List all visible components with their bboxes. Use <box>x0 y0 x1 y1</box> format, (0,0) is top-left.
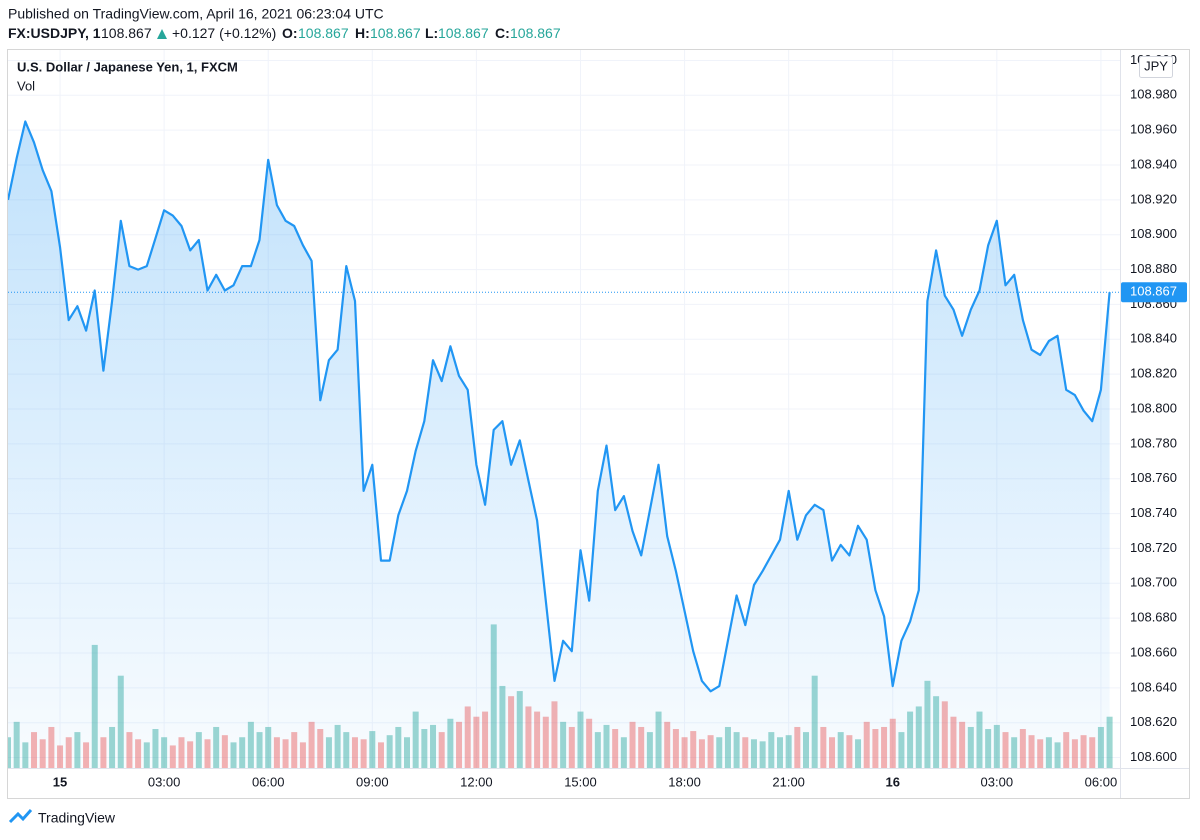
y-tick-label: 108.620 <box>1130 714 1177 729</box>
x-tick-label: 15 <box>53 774 67 789</box>
x-tick-label: 09:00 <box>356 774 389 789</box>
y-tick-label: 108.980 <box>1130 87 1177 102</box>
price: 108.867 <box>101 25 152 41</box>
y-tick-label: 108.800 <box>1130 400 1177 415</box>
symbol: FX:USDJPY, 1 <box>8 25 101 41</box>
y-tick-label: 108.660 <box>1130 644 1177 659</box>
ohlc-value: 108.867 <box>298 25 349 41</box>
brand: TradingView <box>38 810 116 826</box>
ohlc-label: C: <box>495 25 510 41</box>
y-tick-label: 108.920 <box>1130 191 1177 206</box>
ohlc-label: H: <box>355 25 370 41</box>
symbol-line: FX:USDJPY, 1 108.867 +0.127 (+0.12%) O: … <box>8 25 561 41</box>
ohlc-value: 108.867 <box>370 25 421 41</box>
x-tick-label: 18:00 <box>668 774 701 789</box>
price-line <box>8 120 1111 693</box>
x-tick-label: 03:00 <box>148 774 181 789</box>
last-price-box <box>1121 282 1187 303</box>
last-price-label: 108.867 <box>1130 284 1177 299</box>
x-tick-label: 16 <box>886 774 900 789</box>
y-tick-label: 108.960 <box>1130 122 1177 137</box>
y-tick-label: 108.880 <box>1130 261 1177 276</box>
x-tick-label: 06:00 <box>1085 774 1118 789</box>
currency: JPY <box>1144 58 1168 73</box>
chart-title: U.S. Dollar / Japanese Yen, 1, FXCM <box>17 59 238 74</box>
area <box>8 121 1110 768</box>
logo <box>8 809 33 824</box>
frame <box>7 49 1190 799</box>
y-tick-label: 108.740 <box>1130 505 1177 520</box>
x-tick-label: 12:00 <box>460 774 493 789</box>
ohlc-label: O: <box>282 25 298 41</box>
y-tick-label: 108.720 <box>1130 540 1177 555</box>
y-tick-label: 108.640 <box>1130 679 1177 694</box>
x-tick-label: 06:00 <box>252 774 285 789</box>
x-tick-label: 15:00 <box>564 774 597 789</box>
ohlc-label: L: <box>425 25 438 41</box>
y-tick-label: 108.780 <box>1130 435 1177 450</box>
up-arrow <box>157 29 167 39</box>
y-tick-label: 108.600 <box>1130 749 1177 764</box>
y-tick-label: 108.900 <box>1130 226 1177 241</box>
currency-box <box>1139 56 1173 78</box>
volume-label: Vol <box>17 78 35 93</box>
y-tick-label: 108.840 <box>1130 331 1177 346</box>
y-tick-label: 108.820 <box>1130 366 1177 381</box>
change: +0.127 (+0.12%) <box>172 25 276 41</box>
ohlc-value: 108.867 <box>510 25 561 41</box>
x-tick-label: 21:00 <box>772 774 805 789</box>
published: Published on TradingView.com, April 16, … <box>8 6 384 22</box>
y-tick-label: 108.700 <box>1130 575 1177 590</box>
x-tick-label: 03:00 <box>981 774 1014 789</box>
y-tick-label: 108.940 <box>1130 156 1177 171</box>
plot <box>8 120 1120 768</box>
ohlc-value: 108.867 <box>438 25 489 41</box>
y-tick-label: 108.680 <box>1130 610 1177 625</box>
logo-icon <box>8 809 33 824</box>
y-tick-label: 108.760 <box>1130 470 1177 485</box>
axes: 108.600 108.620 108.640 108.660 108.680 108.7… <box>53 52 1187 789</box>
